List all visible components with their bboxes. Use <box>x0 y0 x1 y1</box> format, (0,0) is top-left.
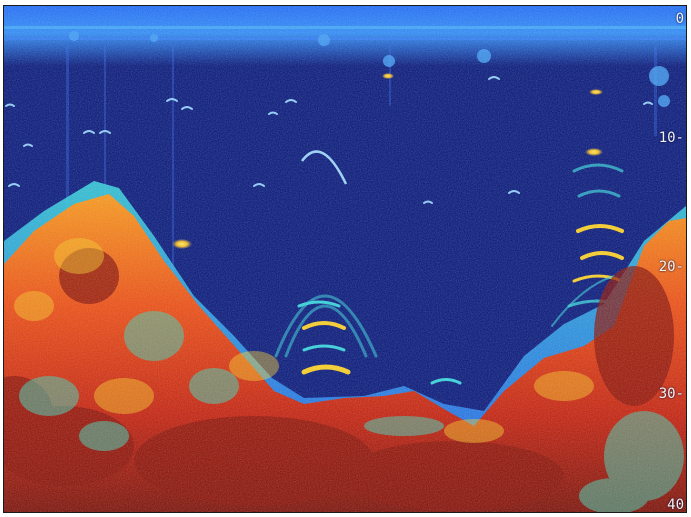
depth-label-40: 40 <box>667 497 684 513</box>
echogram <box>4 6 686 512</box>
depth-scale: 0 10- 20- 30- 40 <box>646 6 686 512</box>
depth-label-30: 30- <box>658 386 684 402</box>
depth-label-20: 20- <box>658 259 684 275</box>
depth-label-0: 0 <box>675 11 684 27</box>
grain-overlay <box>4 6 686 512</box>
depth-label-10: 10- <box>658 130 684 146</box>
sonar-display: 0 10- 20- 30- 40 <box>3 5 687 513</box>
